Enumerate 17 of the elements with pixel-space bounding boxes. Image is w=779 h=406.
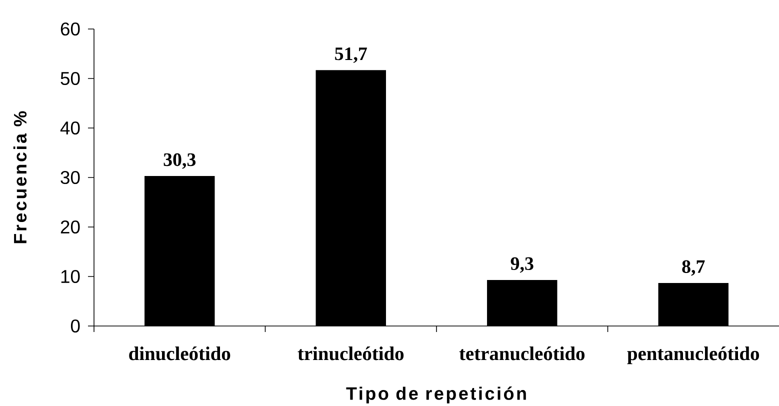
- x-tick-label: tetranucleótido: [459, 346, 585, 360]
- y-tick-label: 30: [60, 170, 80, 184]
- y-tick-label: 20: [60, 220, 80, 234]
- y-tick-label: 0: [70, 319, 80, 333]
- data-label: 30,3: [164, 153, 196, 169]
- y-tick-label: 10: [61, 270, 80, 284]
- data-label: 8,7: [682, 260, 705, 276]
- y-tick-label: 40: [60, 121, 80, 135]
- x-tick-label: trinucleótido: [298, 346, 404, 360]
- x-tick-label: dinucleótido: [129, 346, 230, 360]
- y-axis-title: Frecuencia %: [13, 111, 27, 244]
- x-axis-title: Tipo de repetición: [346, 386, 526, 404]
- y-tick-label: 60: [60, 22, 80, 36]
- x-tick-label: pentanucleótido: [627, 346, 760, 364]
- data-label: 9,3: [510, 257, 534, 273]
- y-tick-label: 50: [60, 72, 80, 86]
- data-label: 51,7: [335, 47, 367, 63]
